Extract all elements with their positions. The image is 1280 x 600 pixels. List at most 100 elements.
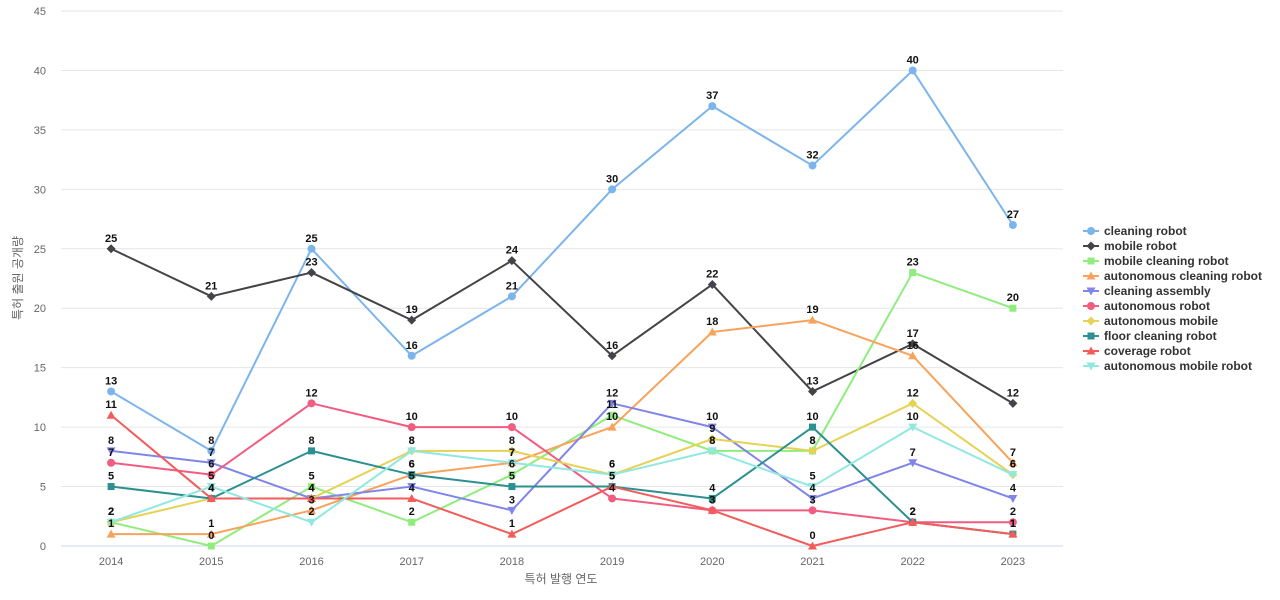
data-label: 7 <box>509 447 515 459</box>
data-point-marker[interactable] <box>307 268 316 278</box>
data-point-marker[interactable] <box>206 291 216 301</box>
data-point-marker[interactable] <box>408 518 416 526</box>
data-point-marker[interactable] <box>106 447 116 456</box>
data-point-marker[interactable] <box>908 66 917 75</box>
data-point-marker[interactable] <box>808 541 817 550</box>
data-point-marker[interactable] <box>408 471 416 479</box>
data-point-marker[interactable] <box>909 269 917 277</box>
data-label: 1 <box>1010 518 1016 530</box>
data-label: 8 <box>308 435 314 447</box>
data-point-marker[interactable] <box>707 505 717 514</box>
data-point-marker[interactable] <box>307 399 316 408</box>
data-point-marker[interactable] <box>908 351 918 360</box>
data-point-marker[interactable] <box>207 542 215 550</box>
data-label: 25 <box>105 233 117 245</box>
data-point-marker[interactable] <box>407 493 417 502</box>
legend-item[interactable]: cleaning assembly <box>1083 284 1211 298</box>
data-point-marker[interactable] <box>407 351 416 360</box>
legend-item[interactable]: autonomous mobile robot <box>1083 359 1252 373</box>
data-point-marker[interactable] <box>106 518 116 527</box>
data-point-marker[interactable] <box>908 459 918 468</box>
legend-item[interactable]: autonomous robot <box>1083 299 1210 313</box>
data-point-marker[interactable] <box>206 493 216 502</box>
legend-item[interactable]: autonomous cleaning robot <box>1083 269 1262 283</box>
data-point-marker[interactable] <box>206 459 216 468</box>
data-label: 6 <box>609 459 615 471</box>
data-point-marker[interactable] <box>808 446 817 456</box>
data-point-marker[interactable] <box>308 447 315 455</box>
data-point-marker[interactable] <box>707 434 717 444</box>
data-point-marker[interactable] <box>607 422 617 431</box>
data-point-marker[interactable] <box>707 279 717 289</box>
data-point-marker[interactable] <box>808 315 817 324</box>
data-point-marker[interactable] <box>107 458 116 467</box>
data-point-marker[interactable] <box>308 483 315 491</box>
data-label: 21 <box>205 280 217 292</box>
data-point-marker[interactable] <box>808 161 817 170</box>
data-point-marker[interactable] <box>1009 304 1017 312</box>
data-point-marker[interactable] <box>1008 221 1017 229</box>
data-point-marker[interactable] <box>107 483 115 491</box>
data-point-marker[interactable] <box>607 482 617 491</box>
data-point-marker[interactable] <box>707 423 717 432</box>
data-point-marker[interactable] <box>608 411 616 419</box>
data-point-marker[interactable] <box>207 470 216 479</box>
data-point-marker[interactable] <box>507 256 517 266</box>
data-point-marker[interactable] <box>708 102 717 111</box>
data-point-marker[interactable] <box>809 423 816 431</box>
legend-item[interactable]: mobile cleaning robot <box>1083 254 1229 268</box>
data-point-marker[interactable] <box>507 459 517 468</box>
data-point-marker[interactable] <box>908 423 918 432</box>
data-point-marker[interactable] <box>607 351 617 361</box>
data-point-marker[interactable] <box>307 244 316 253</box>
data-point-marker[interactable] <box>407 483 417 492</box>
data-point-marker[interactable] <box>508 483 516 491</box>
data-point-marker[interactable] <box>908 398 918 408</box>
data-point-marker[interactable] <box>507 506 517 515</box>
data-point-marker[interactable] <box>608 185 617 194</box>
data-point-marker[interactable] <box>206 529 216 538</box>
data-point-marker[interactable] <box>707 447 717 456</box>
data-point-marker[interactable] <box>808 483 817 492</box>
data-point-marker[interactable] <box>507 423 516 432</box>
data-point-marker[interactable] <box>106 244 116 254</box>
data-point-marker[interactable] <box>407 423 416 432</box>
data-point-marker[interactable] <box>106 529 116 538</box>
data-point-marker[interactable] <box>507 292 516 301</box>
data-point-marker[interactable] <box>307 505 316 514</box>
data-point-marker[interactable] <box>106 410 116 419</box>
legend-item[interactable]: autonomous mobile <box>1083 314 1218 328</box>
data-point-marker[interactable] <box>808 506 817 515</box>
data-point-marker[interactable] <box>808 386 817 396</box>
data-point-marker[interactable] <box>1008 471 1018 480</box>
legend-item[interactable]: floor cleaning robot <box>1083 329 1217 343</box>
data-point-marker[interactable] <box>708 494 716 502</box>
data-point-marker[interactable] <box>1008 529 1018 538</box>
data-point-marker[interactable] <box>307 518 316 527</box>
legend-item[interactable]: mobile robot <box>1083 239 1177 253</box>
data-point-marker[interactable] <box>1008 458 1018 467</box>
data-point-marker[interactable] <box>207 446 216 455</box>
data-point-marker[interactable] <box>1008 494 1018 503</box>
data-point-marker[interactable] <box>407 315 417 325</box>
data-point-marker[interactable] <box>508 471 516 479</box>
legend-item[interactable]: cleaning robot <box>1083 224 1187 238</box>
data-point-marker[interactable] <box>908 339 918 349</box>
data-point-marker[interactable] <box>908 517 918 526</box>
data-point-marker[interactable] <box>1008 518 1017 527</box>
data-point-marker[interactable] <box>507 446 517 456</box>
data-point-marker[interactable] <box>107 387 116 396</box>
data-point-marker[interactable] <box>1008 398 1018 408</box>
data-point-marker[interactable] <box>607 471 617 480</box>
data-point-marker[interactable] <box>206 483 216 492</box>
data-point-marker[interactable] <box>608 494 617 503</box>
legend-item[interactable]: coverage robot <box>1083 344 1191 358</box>
data-point-marker[interactable] <box>507 529 517 538</box>
data-point-marker[interactable] <box>808 494 817 503</box>
data-label: 6 <box>509 459 515 471</box>
data-point-marker[interactable] <box>707 327 717 336</box>
data-point-marker[interactable] <box>607 399 617 408</box>
data-point-marker[interactable] <box>407 447 417 456</box>
data-point-marker[interactable] <box>307 493 316 502</box>
